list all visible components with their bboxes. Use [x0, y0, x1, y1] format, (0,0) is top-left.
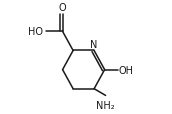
Text: NH₂: NH₂ [96, 100, 115, 110]
Text: OH: OH [119, 65, 134, 75]
Text: N: N [90, 39, 98, 49]
Text: HO: HO [28, 27, 44, 37]
Text: O: O [59, 3, 66, 13]
